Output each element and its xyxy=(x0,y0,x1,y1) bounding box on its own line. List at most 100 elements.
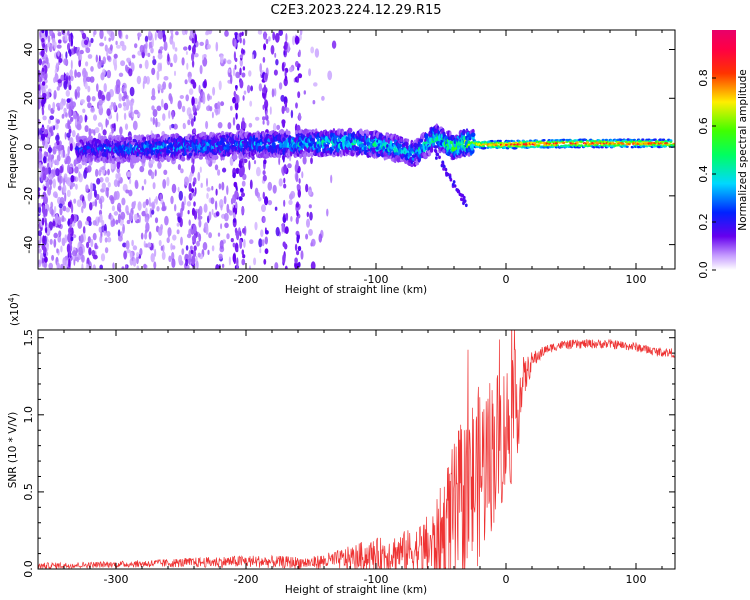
x-tick-label: -200 xyxy=(234,573,259,586)
heatmap-streak-cell xyxy=(284,102,288,108)
heatmap-noise-cell xyxy=(97,89,102,100)
heatmap-noise-cell xyxy=(59,196,65,206)
heatmap-streak-cell xyxy=(242,38,246,46)
heatmap-noise-cell xyxy=(112,262,115,269)
heatmap-streak-cell xyxy=(191,188,195,194)
heatmap-noise-cell xyxy=(261,204,266,213)
heatmap-noise-cell xyxy=(207,249,210,255)
heatmap-streak-cell xyxy=(191,164,195,174)
heatmap-noise-cell xyxy=(92,265,96,269)
heatmap-noise-cell xyxy=(159,193,163,201)
heatmap-noise-cell xyxy=(115,190,120,200)
heatmap-streak-cell xyxy=(71,203,74,214)
heatmap-noise-cell xyxy=(212,86,216,96)
heatmap-streak-cell xyxy=(262,116,266,121)
heatmap-noise-cell xyxy=(104,247,109,254)
heatmap-noise-cell xyxy=(75,117,78,126)
heatmap-noise-cell xyxy=(121,266,125,269)
heatmap-noise-cell xyxy=(113,162,117,171)
heatmap-noise-cell xyxy=(75,183,78,190)
heatmap-streak-cell xyxy=(67,233,71,243)
heatmap-noise-cell xyxy=(184,176,189,186)
heatmap-streak-cell xyxy=(235,112,238,120)
heatmap-noise-cell xyxy=(62,149,66,159)
heatmap-noise-cell xyxy=(188,113,193,120)
heatmap-noise-cell xyxy=(95,54,99,63)
heatmap-noise-cell xyxy=(162,113,166,121)
heatmap-streak-cell xyxy=(194,33,197,44)
heatmap-noise-cell xyxy=(60,263,65,269)
heatmap-noise-cell xyxy=(144,232,148,240)
heatmap-streak-cell xyxy=(70,228,73,233)
heatmap-noise-cell xyxy=(125,34,129,40)
heatmap-noise-cell xyxy=(254,221,258,231)
heatmap-band-cell xyxy=(221,134,226,139)
heatmap-noise-cell xyxy=(157,30,161,39)
heatmap-streak-cell xyxy=(241,192,245,198)
heatmap-noise-cell xyxy=(185,245,189,251)
heatmap-noise-cell xyxy=(53,125,56,131)
heatmap-streak-cell xyxy=(40,133,46,141)
heatmap-noise-cell xyxy=(141,210,147,217)
heatmap-streak-cell xyxy=(241,48,244,55)
heatmap-noise-cell xyxy=(194,53,199,58)
heatmap-noise-cell xyxy=(206,44,211,50)
heatmap-noise-cell xyxy=(308,68,312,77)
heatmap-noise-cell xyxy=(57,30,60,33)
heatmap-noise-cell xyxy=(144,47,148,57)
heatmap-noise-cell xyxy=(197,252,201,258)
heatmap-noise-cell xyxy=(117,172,121,181)
heatmap-noise-cell xyxy=(215,41,219,52)
heatmap-noise-cell xyxy=(154,217,159,224)
heatmap-streak-cell xyxy=(298,49,301,58)
heatmap-streak-cell xyxy=(193,177,197,183)
heatmap-streak-cell xyxy=(68,48,71,54)
heatmap-band-cell xyxy=(259,141,263,146)
heatmap-noise-cell xyxy=(272,31,276,41)
heatmap-streak-cell xyxy=(239,67,242,76)
heatmap-spur-cell xyxy=(442,164,446,168)
heatmap-noise-cell xyxy=(143,240,146,248)
heatmap-noise-cell xyxy=(113,211,119,216)
heatmap-noise-cell xyxy=(321,95,325,101)
heatmap-noise-cell xyxy=(81,206,84,214)
heatmap-noise-cell xyxy=(47,104,51,111)
heatmap-noise-cell xyxy=(256,192,260,199)
heatmap-streak-cell xyxy=(44,167,49,175)
heatmap-noise-cell xyxy=(86,76,91,83)
heatmap-noise-cell xyxy=(230,238,234,243)
heatmap-noise-cell xyxy=(123,250,127,260)
heatmap-noise-cell xyxy=(221,263,225,268)
heatmap-streak-cell xyxy=(68,109,72,118)
snr-x-label: Height of straight line (km) xyxy=(285,584,427,596)
heatmap-band-cell xyxy=(562,138,566,141)
heatmap-noise-cell xyxy=(143,178,147,185)
heatmap-noise-cell xyxy=(129,86,135,97)
heatmap-noise-cell xyxy=(47,41,51,48)
heatmap-noise-cell xyxy=(59,176,62,186)
heatmap-noise-cell xyxy=(215,108,219,116)
heatmap-noise-cell xyxy=(171,245,176,250)
figure-title: C2E3.2023.224.12.29.R15 xyxy=(270,3,441,18)
heatmap-noise-cell xyxy=(43,261,48,269)
heatmap-band-cell xyxy=(409,162,414,168)
heatmap-noise-cell xyxy=(132,120,138,131)
heatmap-noise-cell xyxy=(61,215,65,223)
heatmap-noise-cell xyxy=(330,174,333,184)
heatmap-noise-cell xyxy=(219,54,224,64)
heatmap-noise-cell xyxy=(208,211,212,221)
heatmap-noise-cell xyxy=(310,238,316,247)
heatmap-noise-cell xyxy=(239,58,243,67)
heatmap-streak-cell xyxy=(294,257,298,264)
heatmap-noise-cell xyxy=(71,250,77,257)
heatmap-noise-cell xyxy=(85,47,91,54)
heatmap-streak-cell xyxy=(191,96,195,107)
heatmap-band-cell xyxy=(512,140,516,143)
heatmap-noise-cell xyxy=(133,213,138,221)
heatmap-streak-cell xyxy=(282,153,285,163)
heatmap-spur-cell xyxy=(453,184,457,188)
heatmap-streak-cell xyxy=(42,235,46,246)
heatmap-noise-cell xyxy=(163,102,169,111)
heatmap-noise-cell xyxy=(162,201,166,211)
heatmap-noise-cell xyxy=(259,248,262,254)
